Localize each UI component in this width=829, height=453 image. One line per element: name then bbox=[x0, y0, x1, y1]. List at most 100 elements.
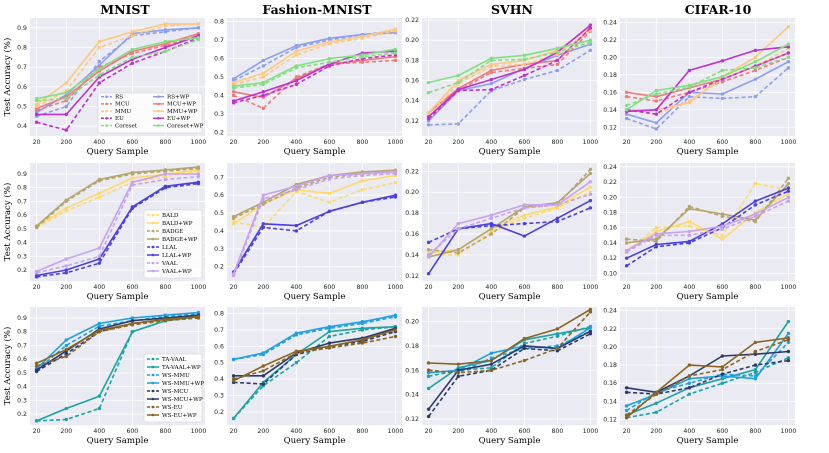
data-point-coreset bbox=[64, 96, 69, 101]
data-point-ta-vaal bbox=[720, 381, 725, 385]
x-tick-label: 800 bbox=[159, 139, 171, 146]
data-point-coreset-plus-wp bbox=[130, 47, 135, 52]
y-tick-label: 0.16 bbox=[603, 380, 617, 387]
data-point-mmu-plus-wp bbox=[294, 49, 299, 53]
x-axis-label: Query Sample bbox=[87, 147, 149, 157]
data-point-ws-mmu-plus-wp bbox=[588, 325, 593, 330]
legend-label: EU bbox=[115, 116, 124, 122]
data-point-coreset-plus-wp bbox=[456, 73, 461, 78]
x-tick-label: 400 bbox=[485, 284, 497, 291]
series-line-coreset-plus-wp bbox=[36, 36, 199, 100]
data-point-vaal-plus-wp bbox=[294, 184, 299, 188]
legend-label: RS+WP bbox=[167, 95, 189, 101]
x-tick-label: 400 bbox=[93, 284, 105, 291]
series-line-vaal bbox=[232, 172, 396, 276]
data-point-ta-vaal bbox=[753, 370, 758, 375]
data-point-llal-plus-wp bbox=[687, 239, 692, 244]
y-tick-label: 0.5 bbox=[214, 210, 224, 217]
y-tick-label: 0.22 bbox=[603, 179, 617, 186]
data-point-coreset-plus-wp bbox=[522, 53, 527, 58]
y-tick-label: 0.10 bbox=[603, 270, 617, 277]
data-point-mcu-plus-wp bbox=[231, 90, 236, 94]
data-point-vaal-plus-wp bbox=[426, 255, 431, 259]
data-point-mcu-plus-wp bbox=[489, 68, 494, 73]
data-point-ta-vaal-plus-wp bbox=[753, 367, 758, 372]
data-point-ws-mcu bbox=[456, 374, 461, 379]
y-tick-label: 0.2 bbox=[214, 264, 224, 271]
data-point-ws-eu bbox=[426, 368, 431, 372]
data-point-vaal-plus-wp bbox=[489, 213, 494, 217]
data-point-mmu-plus-wp bbox=[786, 25, 791, 29]
data-point-badge-plus-wp bbox=[456, 247, 461, 252]
legend-marker bbox=[105, 102, 108, 106]
data-point-llal-plus-wp bbox=[522, 234, 527, 238]
data-point-eu-plus-wp bbox=[34, 112, 39, 117]
data-point-ws-mmu-plus-wp bbox=[786, 331, 791, 336]
data-point-llal-plus-wp bbox=[34, 273, 39, 278]
data-point-ws-eu-plus-wp bbox=[489, 358, 494, 363]
data-point-ws-mcu-plus-wp bbox=[130, 319, 135, 323]
data-point-ws-mmu bbox=[555, 344, 560, 348]
data-point-ws-eu-plus-wp bbox=[163, 317, 168, 322]
x-tick-label: 400 bbox=[683, 428, 695, 435]
series-line-rs-plus-wp bbox=[36, 27, 199, 114]
data-point-vaal-plus-wp bbox=[163, 172, 168, 176]
x-tick-label: 200 bbox=[257, 139, 269, 146]
series-line-badge bbox=[36, 167, 199, 229]
data-point-coreset bbox=[97, 73, 102, 77]
data-point-ta-vaal-plus-wp bbox=[720, 377, 725, 381]
data-point-ws-eu-plus-wp bbox=[588, 307, 593, 312]
legend: RS RS+WP MCU MCU+WP MMU MMU+WP EU EU+WP Coreset C… bbox=[97, 92, 203, 134]
legend-box bbox=[143, 209, 203, 279]
data-point-ws-eu bbox=[456, 370, 461, 375]
legend-marker bbox=[151, 413, 155, 417]
x-tick-label: 200 bbox=[257, 284, 269, 291]
legend-label: MMU+WP bbox=[167, 109, 198, 115]
data-point-mcu-plus-wp bbox=[624, 90, 629, 94]
y-tick-label: 0.16 bbox=[405, 78, 419, 85]
data-point-ws-mmu-plus-wp bbox=[97, 321, 102, 326]
data-point-llal-plus-wp bbox=[97, 257, 102, 261]
data-point-badge bbox=[624, 237, 629, 241]
x-axis-label: Query Sample bbox=[284, 436, 346, 446]
data-point-ws-mcu bbox=[753, 363, 758, 367]
data-point-mmu bbox=[261, 75, 266, 79]
x-tick-label: 200 bbox=[452, 139, 464, 146]
series-line-eu bbox=[428, 27, 591, 120]
data-point-ta-vaal-plus-wp bbox=[555, 332, 560, 336]
data-point-ws-mcu bbox=[426, 414, 431, 419]
data-point-badge-plus-wp bbox=[654, 237, 659, 241]
y-tick-label: 0.20 bbox=[405, 319, 419, 326]
data-point-coreset-plus-wp bbox=[261, 80, 266, 85]
data-point-bald-plus-wp bbox=[130, 176, 135, 180]
x-tick-label: 20 bbox=[33, 139, 41, 146]
x-tick-label: 800 bbox=[356, 139, 368, 146]
y-tick-label: 0.8 bbox=[214, 19, 224, 26]
y-tick-label: 0.22 bbox=[603, 37, 617, 44]
series-line-mmu bbox=[233, 30, 396, 86]
data-point-ws-mcu bbox=[261, 382, 266, 386]
data-point-eu-plus-wp bbox=[163, 45, 168, 50]
data-point-ws-eu-plus-wp bbox=[687, 363, 692, 367]
series-line-ws-mcu bbox=[626, 359, 789, 395]
data-point-mmu bbox=[97, 45, 102, 50]
data-point-llal-plus-wp bbox=[426, 271, 431, 276]
data-point-bald bbox=[720, 233, 725, 238]
data-point-vaal-plus-wp bbox=[786, 195, 791, 199]
series-line-vaal-plus-wp bbox=[36, 173, 199, 273]
y-tick-label: 0.16 bbox=[405, 367, 419, 374]
plot-area bbox=[422, 18, 597, 136]
legend-label: LLAL+WP bbox=[162, 253, 192, 259]
column-title-mnist: MNIST bbox=[100, 2, 150, 17]
y-tick-label: 0.8 bbox=[17, 329, 27, 336]
y-tick-label: 0.12 bbox=[405, 273, 419, 280]
series-line-vaal-plus-wp bbox=[428, 181, 591, 258]
x-axis-label: Query Sample bbox=[284, 147, 346, 157]
x-tick-label: 800 bbox=[551, 284, 563, 291]
data-point-mcu bbox=[753, 68, 758, 73]
x-tick-label: 20 bbox=[33, 428, 41, 435]
legend-marker bbox=[151, 357, 155, 361]
x-tick-label: 600 bbox=[716, 139, 728, 146]
x-tick-label: 20 bbox=[230, 428, 238, 435]
data-point-coreset-plus-wp bbox=[360, 53, 365, 57]
